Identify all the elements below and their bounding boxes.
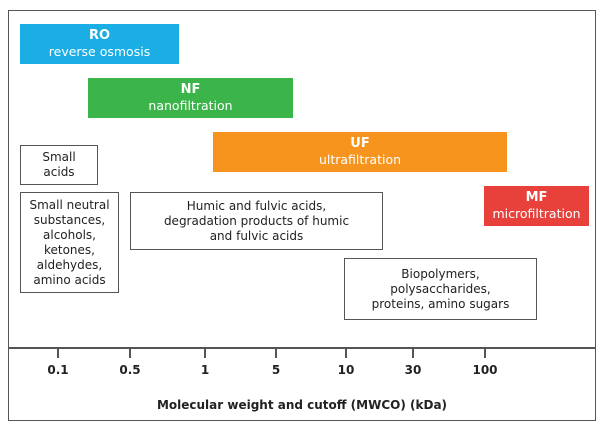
axis-line xyxy=(8,347,596,349)
small-neutral-box: Small neutral substances, alcohols, keto… xyxy=(20,192,119,293)
uf-abbr: UF xyxy=(350,136,370,151)
small-acids-box: Small acids xyxy=(20,145,98,185)
tick-10 xyxy=(345,348,347,358)
mf-name: microfiltration xyxy=(492,206,581,221)
tick-label: 0.5 xyxy=(119,363,141,377)
tick-30 xyxy=(412,348,414,358)
humic-box: Humic and fulvic acids, degradation prod… xyxy=(130,192,383,250)
tick-label: 100 xyxy=(472,363,498,377)
tick-label: 0.1 xyxy=(47,363,69,377)
tick-label: 1 xyxy=(200,363,210,377)
ro-name: reverse osmosis xyxy=(48,44,151,59)
tick-label: 30 xyxy=(404,363,422,377)
nf-abbr: NF xyxy=(180,82,201,97)
tick-5 xyxy=(275,348,277,358)
tick-0-5 xyxy=(129,348,131,358)
tick-100 xyxy=(484,348,486,358)
tick-label: 10 xyxy=(337,363,355,377)
biopolymers-box: Biopolymers, polysaccharides, proteins, … xyxy=(344,258,537,320)
nf-bar: NF nanofiltration xyxy=(88,78,293,118)
uf-name: ultrafiltration xyxy=(318,152,402,167)
tick-1 xyxy=(204,348,206,358)
diagram-frame xyxy=(8,10,596,421)
mf-abbr: MF xyxy=(525,190,548,205)
axis-title: Molecular weight and cutoff (MWCO) (kDa) xyxy=(156,398,448,412)
ro-bar: RO reverse osmosis xyxy=(20,24,179,64)
tick-label: 5 xyxy=(271,363,281,377)
nf-name: nanofiltration xyxy=(148,98,233,113)
mf-bar: MF microfiltration xyxy=(484,186,589,226)
ro-abbr: RO xyxy=(88,28,111,43)
tick-0-1 xyxy=(57,348,59,358)
uf-bar: UF ultrafiltration xyxy=(213,132,507,172)
